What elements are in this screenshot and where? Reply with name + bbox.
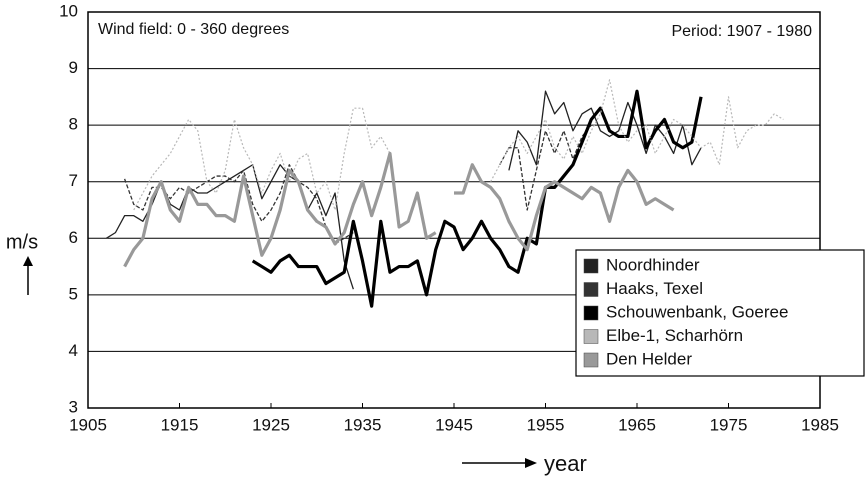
- plot-frame: [87, 11, 821, 409]
- x-tick-label: 1965: [618, 415, 656, 434]
- y-tick-label: 9: [69, 58, 78, 77]
- annotation: Wind field: 0 - 360 degrees: [98, 21, 289, 38]
- series-line: [508, 90, 702, 171]
- series-line: [251, 89, 703, 308]
- y-tick-label: 10: [59, 1, 78, 20]
- series-line: [105, 164, 354, 290]
- x-axis-label: year: [544, 451, 587, 476]
- x-tick-label: 1915: [161, 415, 199, 434]
- y-tick-label: 3: [69, 397, 78, 416]
- legend-box: [575, 249, 865, 377]
- legend-label: Elbe-1, Scharhörn: [606, 326, 743, 345]
- x-tick-label: 1955: [527, 415, 565, 434]
- x-tick-label: 1925: [252, 415, 290, 434]
- y-axis-label: m/s: [6, 231, 38, 253]
- legend-label: Den Helder: [606, 349, 692, 368]
- series-line: [123, 151, 437, 268]
- y-tick-label: 5: [69, 284, 78, 303]
- x-tick-label: 1905: [69, 415, 107, 434]
- legend-label: Schouwenbank, Goeree: [606, 302, 788, 321]
- y-arrow-head: [23, 256, 33, 266]
- legend-swatch: [583, 258, 599, 274]
- legend-swatch: [583, 282, 599, 297]
- annotation: Period: 1907 - 1980: [671, 23, 812, 40]
- y-tick-label: 6: [69, 228, 78, 247]
- x-arrow-head: [525, 458, 537, 468]
- series-line: [499, 124, 592, 211]
- series-line: [133, 107, 391, 211]
- legend-swatch: [583, 329, 599, 344]
- y-tick-label: 8: [69, 115, 78, 134]
- x-tick-label: 1985: [801, 415, 839, 434]
- series-line: [490, 79, 784, 182]
- legend-swatch: [583, 305, 599, 321]
- y-tick-label: 7: [69, 171, 78, 190]
- legend-swatch: [583, 352, 599, 368]
- legend-label: Haaks, Texel: [606, 279, 703, 298]
- y-tick-label: 4: [69, 341, 78, 360]
- x-tick-label: 1975: [710, 415, 748, 434]
- legend-label: Noordhinder: [606, 255, 700, 274]
- series-line: [454, 163, 675, 252]
- x-tick-label: 1935: [344, 415, 382, 434]
- x-tick-label: 1945: [435, 415, 473, 434]
